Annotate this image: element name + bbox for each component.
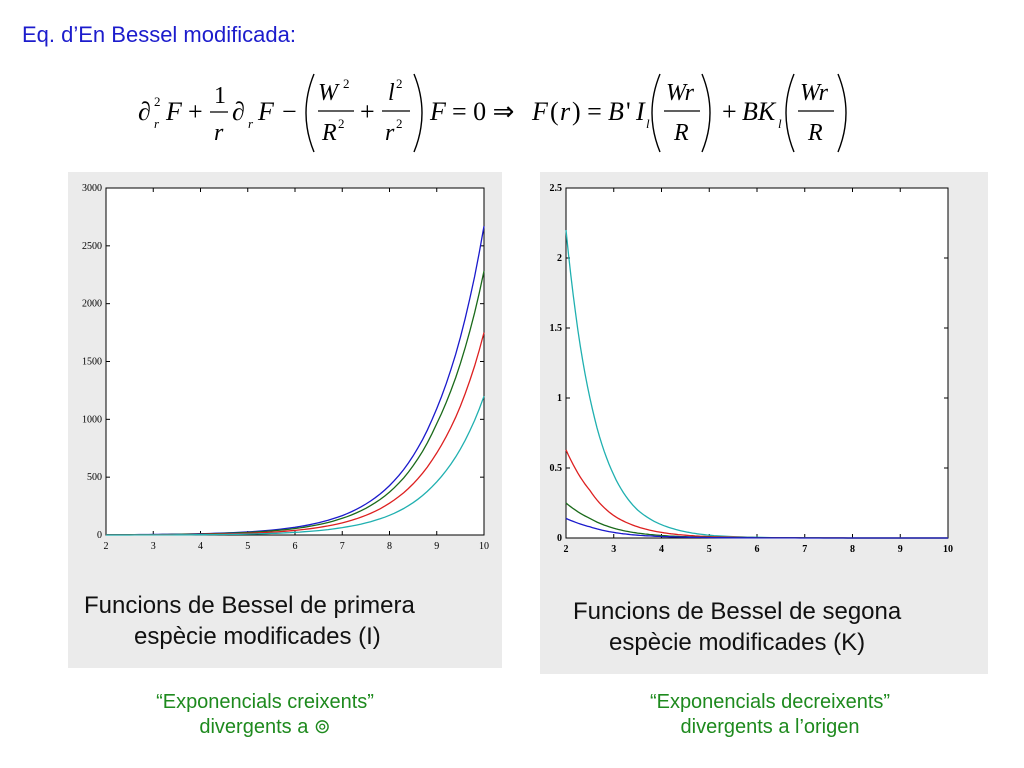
caption-line-2: espècie modificades (I) xyxy=(134,623,381,650)
x-tick-label: 2 xyxy=(564,544,569,555)
x-tick-label: 6 xyxy=(293,541,298,552)
svg-text:l: l xyxy=(778,116,782,131)
x-tick-label: 2 xyxy=(104,541,109,552)
y-tick-label: 1.5 xyxy=(550,323,563,334)
svg-text:r: r xyxy=(154,116,160,131)
y-tick-label: 2500 xyxy=(82,241,102,252)
plot-area xyxy=(565,187,949,539)
svg-text:1: 1 xyxy=(214,83,226,109)
x-tick-label: 9 xyxy=(898,544,903,555)
x-tick-label: 8 xyxy=(850,544,855,555)
x-tick-label: 7 xyxy=(340,541,345,552)
panel-bessel-k: 2 3 4 5 6 7 8 9 10 0 0.5 1 1.5 2 2.5 Funcions de Besse… xyxy=(540,172,988,674)
y-tick-label: 1000 xyxy=(82,414,102,425)
y-tick-label: 500 xyxy=(87,472,102,483)
chart-bessel-k: 2 3 4 5 6 7 8 9 10 0 0.5 1 1.5 2 2.5 xyxy=(550,183,954,555)
chart-bessel-i: 2 3 4 5 6 7 8 9 10 0 500 1000 1500 2000 2500 3000 xyxy=(82,183,489,552)
svg-text:Wr: Wr xyxy=(800,80,829,106)
caption-bessel-k: Funcions de Bessel de segona espècie mod… xyxy=(573,596,901,658)
y-tick-label: 0.5 xyxy=(550,463,563,474)
x-tick-label: 10 xyxy=(943,544,953,555)
page-heading: Eq. d’En Bessel modificada: xyxy=(22,22,296,47)
svg-text:I: I xyxy=(635,97,646,126)
plot-area xyxy=(105,187,485,536)
x-tick-label: 6 xyxy=(755,544,760,555)
note-growing-exponentials: “Exponencials creixents” divergents a ⊚ xyxy=(100,690,430,740)
svg-text:': ' xyxy=(626,97,631,126)
series-line xyxy=(106,395,485,536)
caption-bessel-i: Funcions de Bessel de primera espècie mo… xyxy=(84,590,415,652)
note-line-2: divergents a ⊚ xyxy=(199,716,331,738)
y-tick-label: 2 xyxy=(557,253,562,264)
y-tick-label: 3000 xyxy=(82,183,102,194)
svg-text:∂: ∂ xyxy=(232,97,245,126)
svg-text:∂: ∂ xyxy=(138,97,151,126)
note-decaying-exponentials: “Exponencials decreixents” divergents a … xyxy=(590,690,950,740)
svg-text:l: l xyxy=(388,80,395,106)
panel-bessel-i: 2 3 4 5 6 7 8 9 10 0 500 1000 1500 2000 2500 3000 Funci… xyxy=(68,172,502,668)
y-tick-label: 1 xyxy=(557,393,562,404)
svg-text:+: + xyxy=(722,97,737,126)
svg-text:2: 2 xyxy=(154,94,161,109)
svg-text:l: l xyxy=(646,116,650,131)
svg-text:2: 2 xyxy=(396,116,403,131)
svg-text:= 0 ⇒: = 0 ⇒ xyxy=(452,97,514,126)
svg-text:F: F xyxy=(257,97,275,126)
svg-text:r: r xyxy=(560,97,571,126)
caption-line-2: espècie modificades (K) xyxy=(609,629,866,656)
svg-text:r: r xyxy=(385,120,395,146)
x-tick-label: 9 xyxy=(434,541,439,552)
x-tick-label: 10 xyxy=(479,541,489,552)
x-tick-label: 3 xyxy=(611,544,616,555)
svg-text:F: F xyxy=(165,97,183,126)
svg-text:F: F xyxy=(429,97,447,126)
y-tick-label: 2000 xyxy=(82,299,102,310)
x-tick-label: 4 xyxy=(198,541,203,552)
svg-text:R: R xyxy=(673,120,689,146)
x-tick-label: 5 xyxy=(245,541,250,552)
x-tick-label: 8 xyxy=(387,541,392,552)
x-tick-label: 7 xyxy=(802,544,807,555)
svg-text:2: 2 xyxy=(338,116,345,131)
y-tick-label: 0 xyxy=(97,530,102,541)
svg-text:BK: BK xyxy=(742,97,777,126)
svg-text:R: R xyxy=(807,120,823,146)
svg-text:(: ( xyxy=(550,97,559,126)
svg-text:+: + xyxy=(360,97,375,126)
note-line-2: divergents a l’origen xyxy=(680,716,860,738)
y-tick-label: 2.5 xyxy=(550,183,563,194)
svg-text:) =: ) = xyxy=(572,97,602,126)
svg-text:+: + xyxy=(188,97,203,126)
x-tick-label: 5 xyxy=(707,544,712,555)
note-line-1: “Exponencials creixents” xyxy=(156,691,374,713)
svg-text:r: r xyxy=(248,116,254,131)
svg-text:2: 2 xyxy=(396,76,403,91)
svg-text:W: W xyxy=(318,80,340,106)
svg-text:r: r xyxy=(214,120,224,146)
series-line xyxy=(565,517,948,539)
svg-text:F: F xyxy=(531,97,549,126)
bessel-equation: ∂ 2 r F + 1 r ∂ r F − W 2 R 2 + l 2 r 2 … xyxy=(138,73,847,153)
svg-text:R: R xyxy=(321,120,337,146)
x-tick-label: 4 xyxy=(659,544,664,555)
x-tick-label: 3 xyxy=(151,541,156,552)
y-tick-label: 1500 xyxy=(82,357,102,368)
svg-text:B: B xyxy=(608,97,624,126)
caption-line-1: Funcions de Bessel de primera xyxy=(84,592,415,619)
svg-text:2: 2 xyxy=(343,76,350,91)
y-tick-label: 0 xyxy=(557,533,562,544)
note-line-1: “Exponencials decreixents” xyxy=(649,691,891,713)
caption-line-1: Funcions de Bessel de segona xyxy=(573,598,902,625)
svg-text:Wr: Wr xyxy=(666,80,695,106)
svg-text:−: − xyxy=(282,97,297,126)
